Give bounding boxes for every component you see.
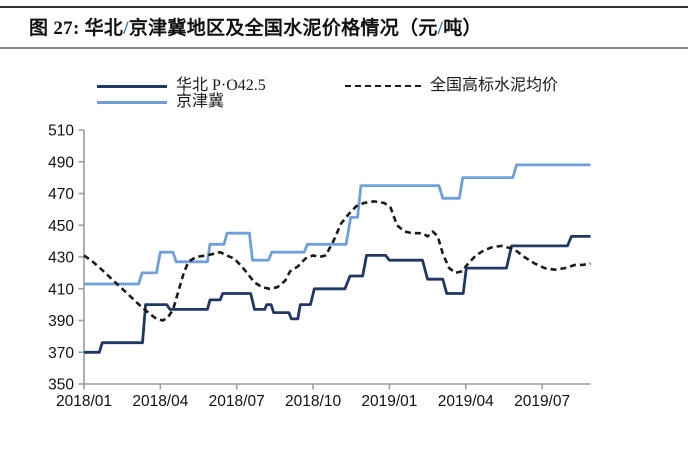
y-axis-tick-label: 490 bbox=[48, 154, 74, 171]
x-axis-tick-label: 2019/07 bbox=[514, 393, 570, 410]
legend-label-jingjinji: 京津冀 bbox=[176, 93, 225, 110]
legend-item-national: 全国高标水泥均价 bbox=[345, 78, 558, 94]
figure-title-slash: / bbox=[123, 18, 129, 39]
y-axis-tick-label: 410 bbox=[48, 281, 74, 298]
series-line-华北 P·O42.5 bbox=[84, 234, 591, 354]
x-axis-tick-label: 2018/04 bbox=[132, 393, 188, 410]
figure-title: 图 27: 华北/京津冀地区及全国水泥价格情况（元/吨） bbox=[29, 13, 679, 40]
y-axis-tick-label: 450 bbox=[48, 218, 74, 235]
legend-item-jingjinji: 京津冀 bbox=[97, 94, 224, 110]
legend-item-huabei: 华北 P·O42.5 bbox=[97, 78, 266, 94]
figure-title-part2: 京津冀地区及全国水泥价格情况（元 bbox=[128, 18, 438, 39]
legend-label-huabei: 华北 P·O42.5 bbox=[176, 77, 266, 94]
x-axis-tick-label: 2019/01 bbox=[361, 393, 417, 410]
figure-title-prefix: 图 27: bbox=[29, 18, 80, 39]
x-axis-tick-label: 2018/10 bbox=[285, 393, 341, 410]
figure-title-part3: 吨） bbox=[443, 18, 482, 39]
figure-title-slash: / bbox=[437, 18, 444, 39]
legend-line-sample-solid bbox=[97, 100, 167, 104]
header-rule-top bbox=[0, 6, 688, 8]
y-axis-tick-label: 370 bbox=[48, 345, 74, 362]
y-axis-tick-label: 430 bbox=[48, 250, 74, 267]
figure-title-part1: 华北 bbox=[79, 18, 124, 39]
y-axis-tick-label: 350 bbox=[48, 377, 74, 394]
legend-line-sample-solid bbox=[97, 84, 167, 88]
header-rule-bottom bbox=[0, 47, 688, 49]
x-axis-tick-label: 2019/04 bbox=[438, 393, 494, 410]
series-line-全国高标水泥均价 bbox=[83, 200, 591, 322]
y-axis-tick-label: 470 bbox=[48, 186, 74, 203]
legend-label-national: 全国高标水泥均价 bbox=[430, 77, 559, 94]
series-line-京津冀 bbox=[84, 163, 591, 286]
x-axis-tick-label: 2018/01 bbox=[56, 393, 112, 410]
legend-line-sample-dashed bbox=[345, 85, 421, 87]
y-axis-tick-label: 510 bbox=[48, 123, 74, 140]
y-axis-tick-label: 390 bbox=[48, 313, 74, 330]
x-axis-tick-label: 2018/07 bbox=[209, 393, 265, 410]
